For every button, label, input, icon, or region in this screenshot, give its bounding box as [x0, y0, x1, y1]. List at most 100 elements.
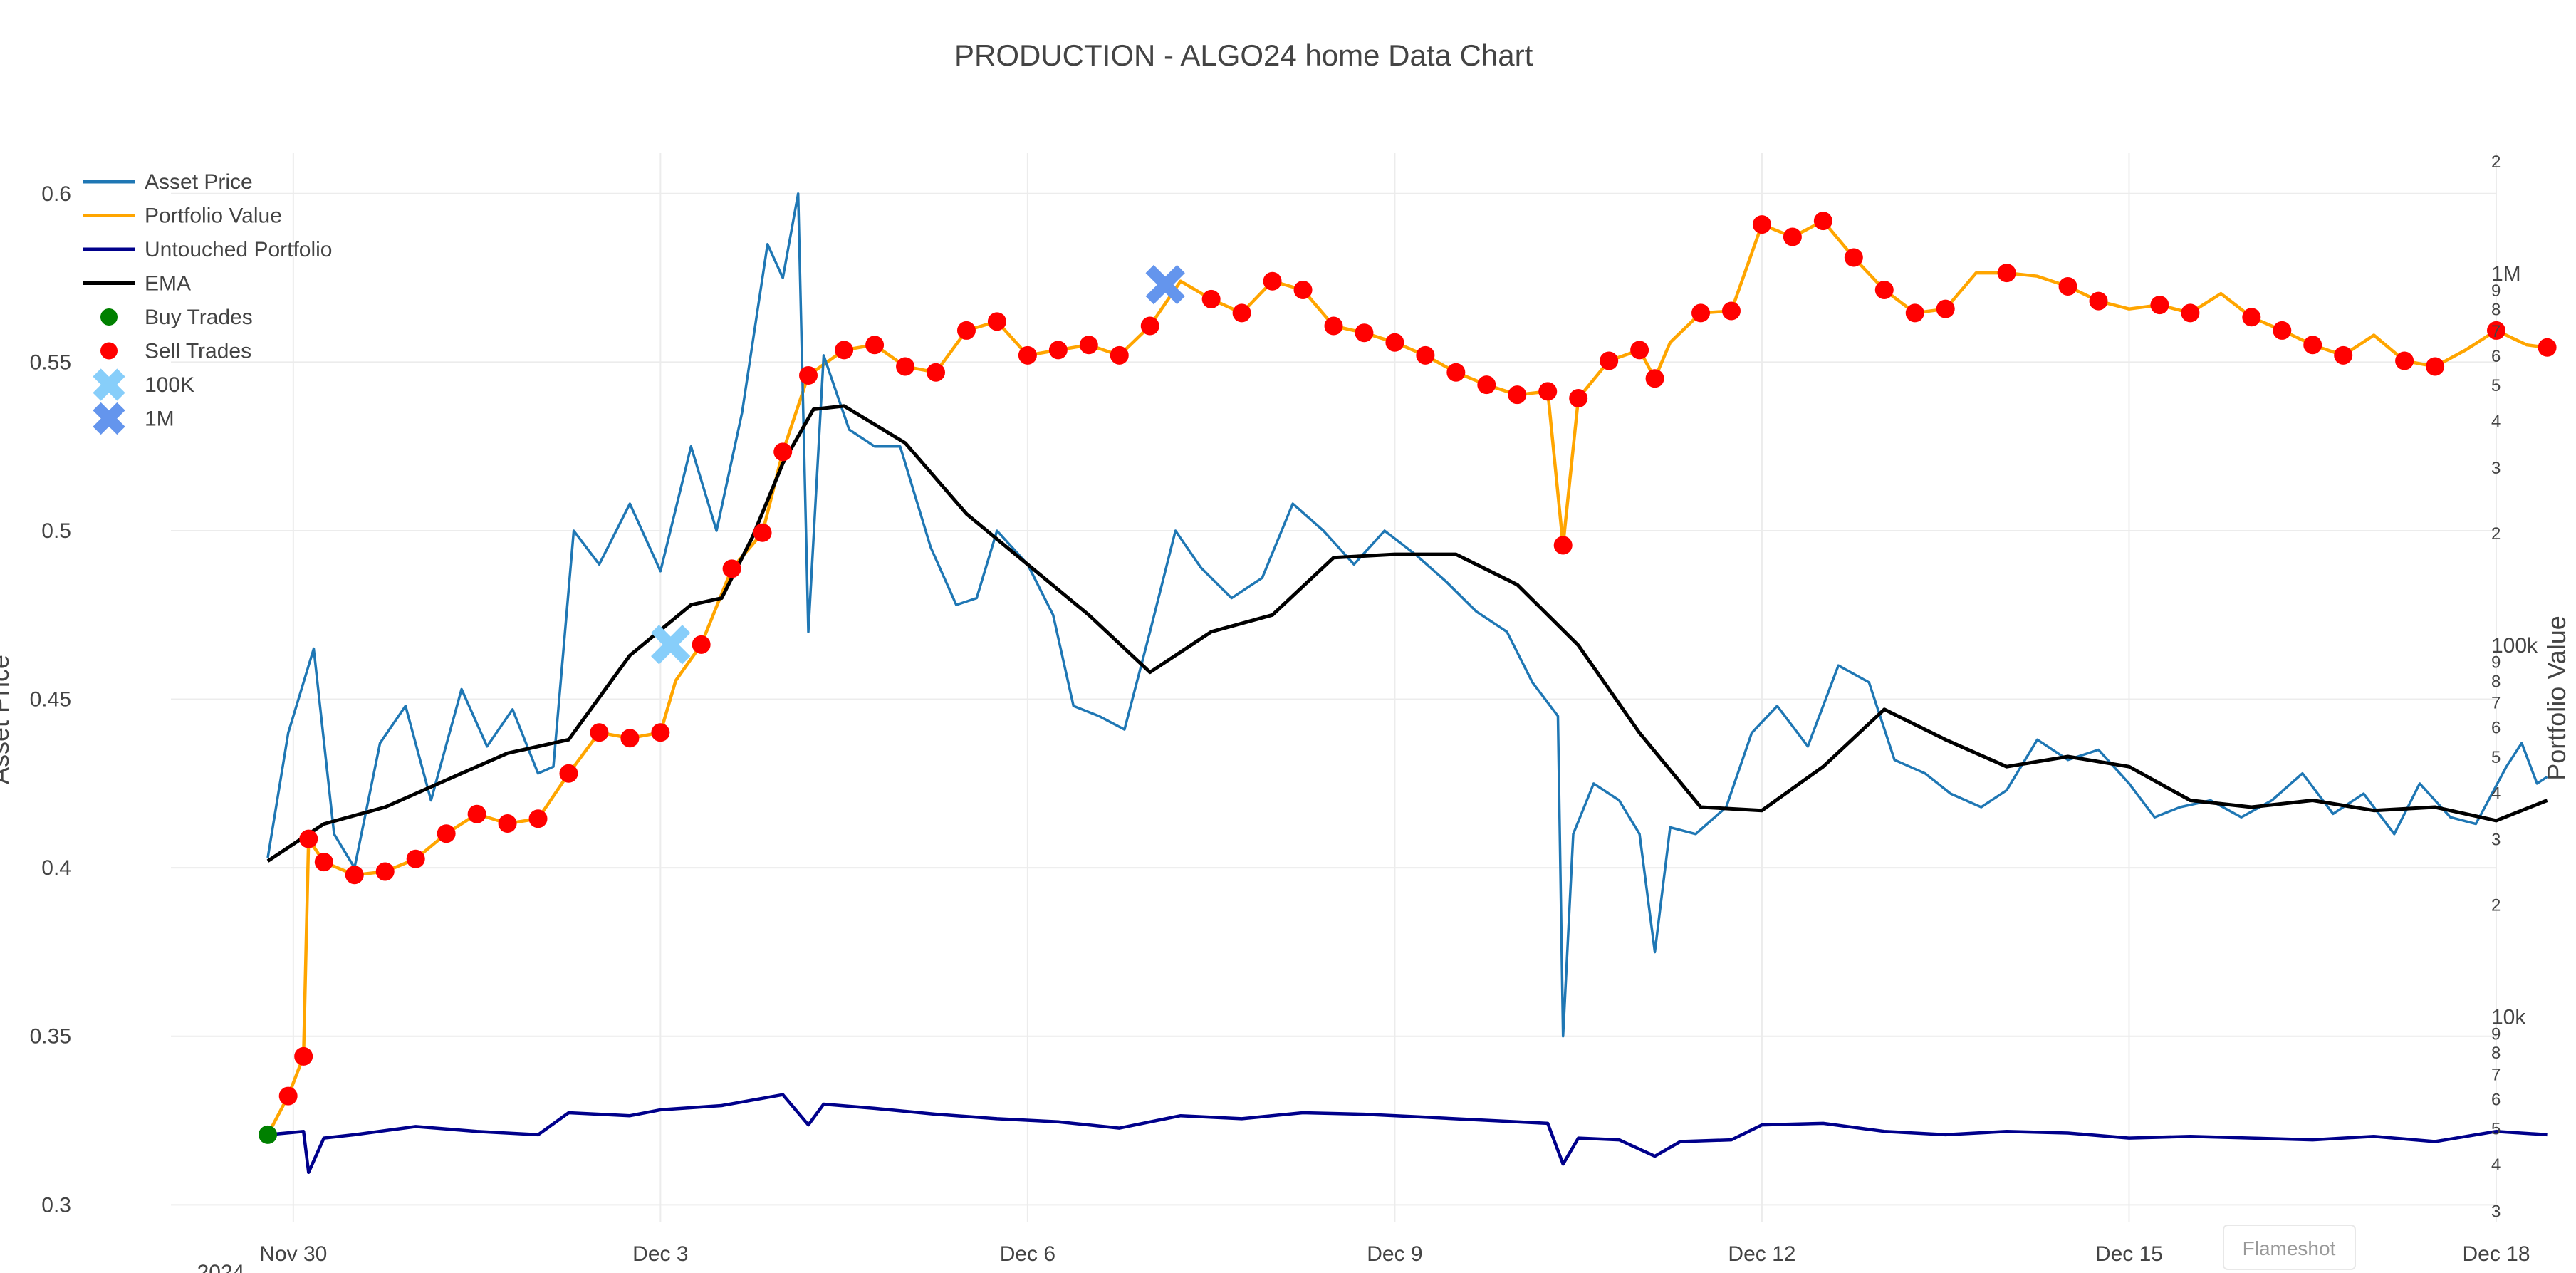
sell-trades-marker — [1813, 212, 1832, 231]
sell-trades-marker — [294, 1046, 313, 1066]
y2-tick-label: 5 — [2491, 376, 2501, 395]
legend-swatch-buy-trades — [100, 308, 118, 326]
sell-trades-marker — [2426, 357, 2445, 376]
y2-tick-label: 10k — [2491, 1006, 2526, 1029]
sell-trades-marker — [1783, 227, 1802, 246]
legend-label-portfolio-value: Portfolio Value — [145, 204, 282, 228]
y-axis-title: Asset Price — [0, 655, 14, 784]
y2-tick-label: 6 — [2491, 1090, 2501, 1109]
y2-tick-label: 8 — [2491, 301, 2501, 320]
y2-tick-label: 9 — [2491, 281, 2501, 301]
sell-trades-marker — [620, 729, 640, 748]
x-year-label: 2024 — [197, 1261, 245, 1273]
x-tick-label: Dec 6 — [1000, 1242, 1055, 1266]
series-asset-price — [266, 192, 2548, 1038]
sell-trades-marker — [467, 804, 486, 823]
sell-trades-marker — [2334, 345, 2353, 365]
x-tick-label: Dec 18 — [2462, 1242, 2530, 1266]
100k-marker — [651, 625, 691, 665]
sell-trades-marker — [2303, 336, 2322, 355]
sell-trades-marker — [1355, 323, 1374, 343]
y2-tick-label: 6 — [2491, 347, 2501, 366]
sell-trades-marker — [1018, 345, 1037, 365]
sell-trades-marker — [1553, 536, 1573, 555]
y2-tick-label: 3 — [2491, 1202, 2501, 1221]
y2-tick-label: 6 — [2491, 719, 2501, 738]
sell-trades-marker — [1293, 280, 1313, 299]
sell-trades-marker — [2273, 321, 2292, 340]
sell-trades-marker — [1416, 345, 1435, 365]
sell-trades-marker — [1874, 280, 1894, 299]
watermark-box — [2223, 1225, 2356, 1270]
sell-trades-marker — [1201, 289, 1221, 308]
sell-trades-marker — [2181, 303, 2200, 323]
sell-trades-marker — [956, 321, 976, 340]
y2-tick-label: 9 — [2491, 653, 2501, 672]
marker-layer — [259, 212, 2557, 1144]
sell-trades-marker — [1324, 316, 1343, 336]
sell-trades-marker — [1645, 369, 1664, 388]
sell-trades-marker — [2058, 277, 2077, 296]
y2-tick-label: 2 — [2491, 896, 2501, 915]
y-tick-label: 0.4 — [41, 856, 71, 880]
sell-trades-marker — [2395, 351, 2414, 370]
sell-trades-marker — [1263, 271, 1282, 291]
sell-trades-marker — [1446, 363, 1466, 382]
sell-trades-marker — [2150, 296, 2169, 315]
sell-trades-marker — [1048, 341, 1068, 360]
y-tick-label: 0.45 — [30, 688, 71, 712]
sell-trades-marker — [1140, 316, 1159, 336]
sell-trades-marker — [896, 357, 915, 376]
watermark: Flameshot — [2223, 1225, 2356, 1270]
y2-tick-label: 4 — [2491, 1155, 2501, 1175]
watermark-label: Flameshot — [2243, 1237, 2336, 1259]
sell-trades-marker — [299, 829, 318, 848]
sell-trades-marker — [2487, 321, 2505, 340]
legend-label-sell-trades: Sell Trades — [145, 340, 251, 363]
x-tick-label: Dec 12 — [1728, 1242, 1795, 1266]
sell-trades-marker — [375, 862, 395, 881]
sell-trades-marker — [1721, 301, 1741, 321]
x-tick-label: Dec 15 — [2095, 1242, 2163, 1266]
sell-trades-marker — [927, 363, 946, 382]
sell-trades-marker — [1630, 341, 1649, 360]
series-ema — [266, 404, 2548, 863]
x-tick-label: Dec 9 — [1367, 1242, 1422, 1266]
legend-label-asset-price: Asset Price — [145, 170, 253, 194]
x-tick-label: Dec 3 — [632, 1242, 688, 1266]
sell-trades-marker — [437, 824, 456, 843]
y-tick-label: 0.6 — [41, 182, 71, 206]
legend-label-buy-trades: Buy Trades — [145, 306, 253, 329]
chart-title: PRODUCTION - ALGO24 home Data Chart — [954, 38, 1533, 72]
legend-swatch-100k — [93, 368, 125, 401]
sell-trades-marker — [1997, 264, 2016, 283]
y2-tick-label: 7 — [2491, 322, 2501, 341]
sell-trades-marker — [345, 866, 364, 885]
sell-trades-marker — [528, 809, 548, 828]
sell-trades-marker — [1600, 351, 1619, 370]
sell-trades-marker — [1936, 299, 1955, 318]
legend-swatch-1m — [93, 402, 125, 435]
sell-trades-marker — [865, 336, 885, 355]
y2-tick-label: 8 — [2491, 672, 2501, 691]
y2-tick-label: 2 — [2491, 524, 2501, 544]
sell-trades-marker — [835, 341, 854, 360]
y2-tick-label: 5 — [2491, 748, 2501, 767]
sell-trades-marker — [1232, 303, 1251, 323]
sell-trades-marker — [1752, 215, 1771, 234]
sell-trades-marker — [1691, 303, 1711, 323]
sell-trades-marker — [1569, 389, 1588, 408]
sell-trades-marker — [1110, 345, 1129, 365]
sell-trades-marker — [799, 365, 818, 385]
axes: Nov 30 Dec 3 Dec 6 Dec 9 Dec 12 Dec 15 Dec 18 0… — [30, 152, 2538, 1266]
sell-trades-marker — [1477, 375, 1496, 395]
y2-tick-label: 4 — [2491, 412, 2501, 432]
y-tick-label: 0.35 — [30, 1025, 71, 1049]
legend-swatch-1m-stroke — [93, 402, 125, 435]
y2-axis-title: Portfolio Value — [2542, 615, 2571, 780]
y2-tick-label: 8 — [2491, 1044, 2501, 1063]
legend-label-ema: EMA — [145, 272, 191, 296]
sell-trades-marker — [406, 849, 425, 868]
y2-tick-label: 4 — [2491, 784, 2501, 803]
y2-tick-label: 7 — [2491, 694, 2501, 713]
